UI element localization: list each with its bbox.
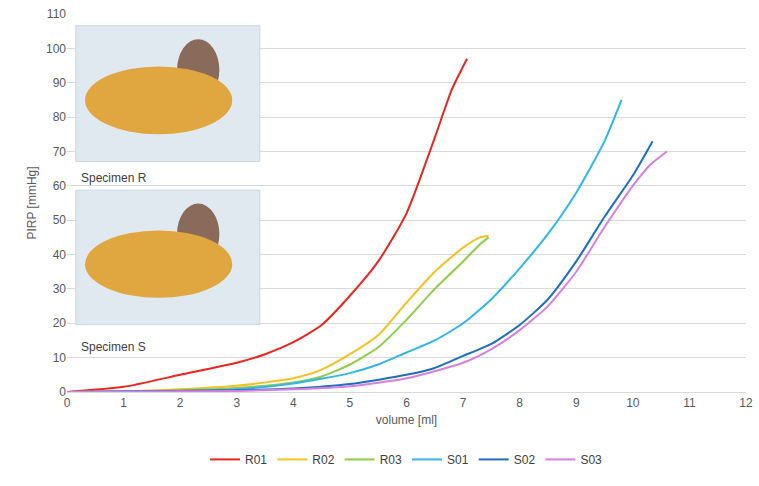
svg-text:40: 40 (53, 248, 67, 262)
svg-text:8: 8 (516, 396, 523, 410)
svg-text:Specimen R: Specimen R (81, 171, 147, 185)
svg-text:6: 6 (403, 396, 410, 410)
svg-text:100: 100 (46, 42, 66, 56)
svg-text:50: 50 (53, 213, 67, 227)
svg-text:3: 3 (233, 396, 240, 410)
svg-text:11: 11 (683, 396, 696, 410)
svg-text:Specimen S: Specimen S (81, 340, 146, 354)
svg-text:1: 1 (120, 396, 127, 410)
svg-text:90: 90 (53, 76, 67, 90)
svg-text:10: 10 (626, 396, 640, 410)
svg-text:S01: S01 (447, 453, 469, 467)
svg-text:S03: S03 (580, 453, 602, 467)
svg-text:80: 80 (53, 110, 67, 124)
svg-text:12: 12 (739, 396, 753, 410)
svg-text:S02: S02 (514, 453, 536, 467)
svg-text:R01: R01 (245, 453, 267, 467)
svg-text:7: 7 (460, 396, 467, 410)
svg-text:9: 9 (573, 396, 580, 410)
svg-text:PIRP [mmHg]: PIRP [mmHg] (25, 166, 39, 239)
svg-text:0: 0 (64, 396, 71, 410)
svg-text:70: 70 (53, 145, 67, 159)
svg-text:0: 0 (59, 385, 66, 399)
svg-text:2: 2 (177, 396, 184, 410)
svg-text:5: 5 (347, 396, 354, 410)
svg-text:volume [ml]: volume [ml] (376, 413, 437, 427)
svg-text:4: 4 (290, 396, 297, 410)
svg-text:60: 60 (53, 179, 67, 193)
svg-text:20: 20 (53, 316, 67, 330)
svg-text:R03: R03 (380, 453, 402, 467)
svg-text:110: 110 (47, 7, 66, 21)
svg-text:30: 30 (53, 282, 67, 296)
svg-text:10: 10 (53, 351, 67, 365)
svg-text:R02: R02 (312, 453, 334, 467)
